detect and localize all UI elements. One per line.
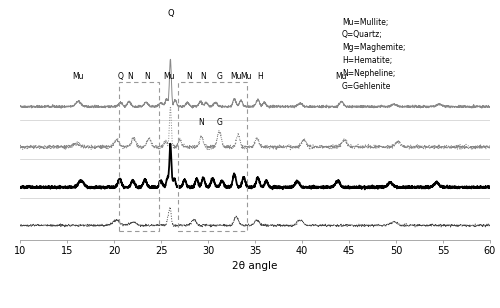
- Text: N: N: [127, 72, 133, 81]
- Text: N: N: [200, 72, 206, 81]
- Text: Q: Q: [167, 9, 173, 18]
- Text: N: N: [144, 72, 150, 81]
- Bar: [118, 82, 159, 231]
- Text: Mu: Mu: [230, 72, 242, 81]
- Text: Mu: Mu: [163, 72, 174, 81]
- Text: Mu: Mu: [72, 72, 84, 81]
- Text: Mu: Mu: [336, 72, 347, 81]
- Text: Mu: Mu: [240, 72, 252, 81]
- Text: G: G: [216, 72, 222, 81]
- X-axis label: 2θ angle: 2θ angle: [232, 261, 278, 271]
- Text: Mu=Mullite;
Q=Quartz;
Mg=Maghemite;
H=Hematite;
N=Nepheline;
G=Gehlenite: Mu=Mullite; Q=Quartz; Mg=Maghemite; H=He…: [342, 18, 406, 91]
- Text: N: N: [198, 118, 204, 127]
- Text: G: G: [216, 118, 222, 128]
- Bar: [178, 82, 248, 231]
- Text: Q: Q: [118, 72, 124, 81]
- Text: H: H: [257, 72, 262, 81]
- Text: N: N: [186, 72, 192, 81]
